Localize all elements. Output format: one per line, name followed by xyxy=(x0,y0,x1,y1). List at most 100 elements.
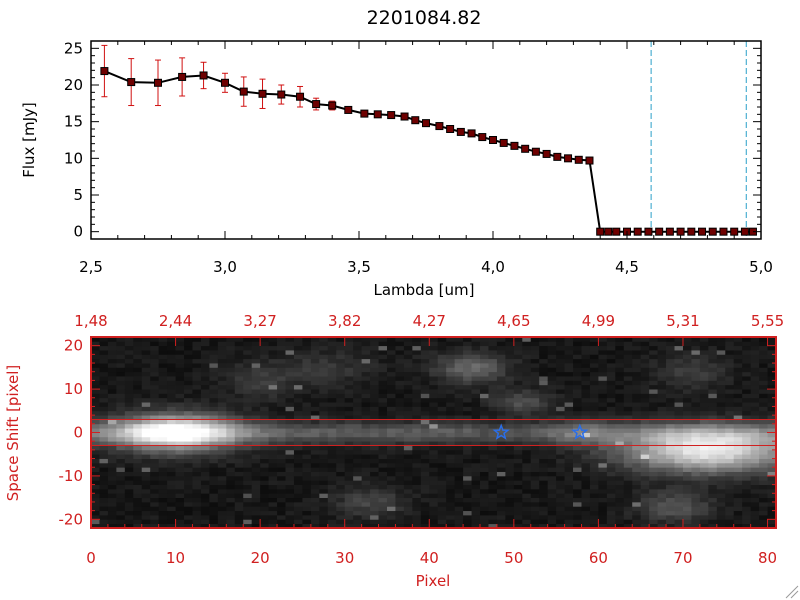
image-pixel xyxy=(708,471,718,477)
image-pixel xyxy=(124,467,134,472)
image-pixel xyxy=(184,354,193,360)
image-pixel xyxy=(488,493,498,499)
image-pixel xyxy=(277,436,286,442)
image-pixel xyxy=(277,415,286,420)
image-pixel xyxy=(167,454,176,459)
image-pixel xyxy=(471,376,481,381)
image-pixel xyxy=(353,480,363,485)
image-pixel xyxy=(547,475,557,481)
image-pixel xyxy=(217,358,227,364)
image-pixel xyxy=(133,384,143,390)
image-pixel xyxy=(429,406,439,412)
image-pixel xyxy=(243,454,253,459)
data-point xyxy=(422,119,430,128)
image-pixel xyxy=(361,337,371,342)
image-pixel xyxy=(353,380,363,386)
image-pixel xyxy=(530,484,540,490)
image-pixel xyxy=(657,367,667,373)
image-pixel xyxy=(767,402,777,407)
image-pixel xyxy=(767,423,777,429)
image-pixel xyxy=(327,519,337,525)
image-pixel xyxy=(319,350,329,355)
image-pixel xyxy=(539,350,549,355)
image-pixel xyxy=(200,350,210,355)
top-vertical-lines xyxy=(650,41,747,239)
x-tick-label: 2,5 xyxy=(79,258,103,276)
resize-grip-icon[interactable] xyxy=(785,585,799,599)
top-tick-label: 2,44 xyxy=(159,312,192,330)
image-pixel xyxy=(150,441,160,446)
image-pixel xyxy=(598,467,608,472)
image-pixel xyxy=(277,350,286,355)
image-pixel xyxy=(691,454,701,459)
image-pixel xyxy=(632,523,642,529)
image-pixel xyxy=(682,406,692,412)
image-pixel xyxy=(581,458,591,464)
image-pixel xyxy=(615,519,625,525)
y-tick-label: 20 xyxy=(64,337,83,355)
image-pixel xyxy=(420,393,430,399)
image-pixel xyxy=(370,432,379,438)
image-pixel xyxy=(158,384,168,390)
image-pixel xyxy=(649,497,659,503)
image-pixel xyxy=(107,432,117,438)
image-pixel xyxy=(243,423,253,429)
image-pixel xyxy=(378,358,388,364)
image-pixel xyxy=(699,445,709,451)
image-pixel xyxy=(640,376,650,381)
image-pixel xyxy=(378,480,388,485)
image-pixel xyxy=(471,423,481,429)
image-pixel xyxy=(99,497,109,503)
image-pixel xyxy=(327,458,337,464)
image-pixel xyxy=(361,402,371,407)
image-pixel xyxy=(522,484,532,490)
image-pixel xyxy=(226,445,236,451)
image-pixel xyxy=(632,475,642,481)
image-overlays xyxy=(91,418,776,447)
image-pixel xyxy=(471,380,481,386)
image-pixel xyxy=(285,514,295,520)
image-pixel xyxy=(141,371,151,377)
image-pixel xyxy=(141,432,151,438)
image-pixel xyxy=(361,363,371,368)
image-pixel xyxy=(268,519,278,525)
image-pixel xyxy=(268,454,278,459)
image-pixel xyxy=(91,480,100,485)
image-pixel xyxy=(302,506,312,512)
image-pixel xyxy=(277,432,286,438)
image-pixel xyxy=(759,380,768,386)
image-pixel xyxy=(496,341,506,347)
image-pixel xyxy=(767,345,777,351)
image-pixel xyxy=(378,341,388,347)
image-pixel xyxy=(725,475,735,481)
image-pixel xyxy=(505,514,515,520)
image-pixel xyxy=(480,337,489,342)
image-pixel xyxy=(496,506,506,512)
image-pixel xyxy=(285,384,295,390)
image-pixel xyxy=(488,354,498,360)
image-pixel xyxy=(598,397,608,403)
image-pixel xyxy=(293,371,303,377)
data-point xyxy=(411,116,420,125)
image-pixel xyxy=(615,458,625,464)
image-pixel xyxy=(243,467,253,472)
image-pixel xyxy=(200,354,210,360)
image-pixel xyxy=(505,389,515,394)
image-pixel xyxy=(395,454,405,459)
image-pixel xyxy=(513,432,523,438)
image-pixel xyxy=(184,384,193,390)
image-pixel xyxy=(243,480,253,485)
image-pixel xyxy=(420,501,430,507)
image-pixel xyxy=(539,393,549,399)
image-pixel xyxy=(505,506,515,512)
image-pixel xyxy=(471,397,481,403)
image-pixel xyxy=(277,523,286,529)
image-pixel xyxy=(277,358,286,364)
image-pixel xyxy=(649,415,659,420)
image-pixel xyxy=(107,397,117,403)
image-pixel xyxy=(285,523,295,529)
image-pixel xyxy=(277,475,286,481)
image-pixel xyxy=(446,384,456,390)
image-pixel xyxy=(767,493,777,499)
image-pixel xyxy=(353,354,363,360)
